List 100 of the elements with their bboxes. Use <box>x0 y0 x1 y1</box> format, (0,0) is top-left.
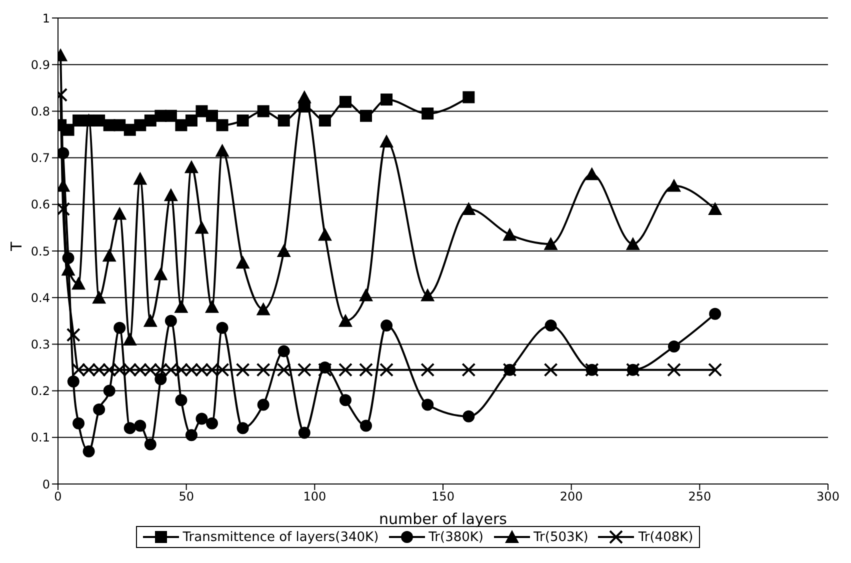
point <box>709 308 722 320</box>
y-tick-label: 0.6 <box>30 198 50 212</box>
point <box>164 188 178 202</box>
point <box>215 144 230 157</box>
x-tick-label: 50 <box>178 490 194 504</box>
point <box>380 362 394 377</box>
point <box>380 320 393 332</box>
legend-label: Tr(380K) <box>428 530 484 544</box>
point <box>164 314 177 327</box>
point <box>462 202 476 216</box>
point <box>236 422 249 434</box>
point <box>216 119 228 132</box>
point <box>297 362 312 377</box>
point <box>708 362 722 377</box>
legend-label: Transmittence of layers(340K) <box>182 530 379 544</box>
point <box>359 362 373 377</box>
point <box>668 340 680 353</box>
point <box>122 332 137 346</box>
point <box>175 119 188 132</box>
point <box>154 373 167 386</box>
point <box>215 362 230 377</box>
point <box>206 110 218 122</box>
y-tick-label: 0.1 <box>30 430 50 445</box>
point <box>102 248 116 262</box>
y-tick-label: 0.5 <box>30 244 50 258</box>
point <box>360 420 372 432</box>
y-tick-label: 0.2 <box>30 384 50 398</box>
x-tick-label: 250 <box>688 490 712 504</box>
y-tick-label: 0.9 <box>30 58 50 72</box>
point <box>462 91 475 104</box>
point <box>256 302 270 316</box>
y-tick-label: 0.3 <box>30 337 50 352</box>
point <box>544 320 557 332</box>
y-tick-label: 0.4 <box>30 290 50 305</box>
point <box>174 300 188 313</box>
point <box>72 362 86 377</box>
point <box>360 110 372 122</box>
point <box>196 412 208 425</box>
point <box>236 362 250 377</box>
legend-label: Tr(503K) <box>534 530 588 544</box>
point <box>194 220 209 234</box>
legend-label: Tr(408K) <box>638 530 694 544</box>
point <box>154 362 168 377</box>
point <box>93 403 106 416</box>
point <box>206 417 218 430</box>
point <box>236 256 250 269</box>
point <box>114 322 126 334</box>
point <box>422 108 434 120</box>
point <box>708 202 722 216</box>
point <box>276 362 291 377</box>
point <box>318 362 332 377</box>
point <box>144 438 156 450</box>
point <box>112 206 127 220</box>
point <box>584 167 599 180</box>
point <box>175 394 188 406</box>
point <box>122 362 137 377</box>
point <box>185 429 198 442</box>
x-tick-label: 100 <box>303 490 326 504</box>
x-axis-title: number of layers <box>379 510 508 528</box>
point <box>257 398 270 411</box>
point <box>278 114 290 127</box>
point <box>236 114 249 127</box>
point <box>380 94 393 106</box>
point <box>82 445 95 458</box>
point <box>58 147 70 160</box>
point <box>82 362 96 377</box>
point <box>339 96 352 108</box>
point <box>420 362 435 377</box>
point <box>205 300 219 313</box>
point <box>143 314 158 327</box>
point <box>462 410 475 422</box>
point <box>667 178 681 192</box>
x-tick-label: 300 <box>816 490 840 504</box>
point <box>133 172 148 185</box>
point <box>164 110 177 122</box>
point <box>276 244 291 257</box>
y-axis-title: T <box>7 241 26 252</box>
x-tick-label: 200 <box>560 490 583 504</box>
point <box>124 422 136 434</box>
point <box>359 288 373 302</box>
y-tick-label: 0.8 <box>30 104 50 118</box>
point <box>667 362 681 377</box>
point <box>544 362 558 377</box>
x-tick-label: 0 <box>54 490 62 504</box>
point <box>164 362 178 377</box>
point <box>298 426 310 439</box>
y-tick-label: 0.7 <box>30 151 50 166</box>
point <box>339 394 352 406</box>
point <box>184 160 198 174</box>
point <box>112 362 127 377</box>
point <box>256 362 270 377</box>
point <box>62 124 74 136</box>
point <box>196 105 208 118</box>
point <box>62 252 74 264</box>
point <box>278 345 290 358</box>
y-tick-label: 0 <box>42 477 50 492</box>
point <box>134 420 146 432</box>
point <box>257 105 270 118</box>
point <box>216 322 228 334</box>
point <box>154 267 168 280</box>
